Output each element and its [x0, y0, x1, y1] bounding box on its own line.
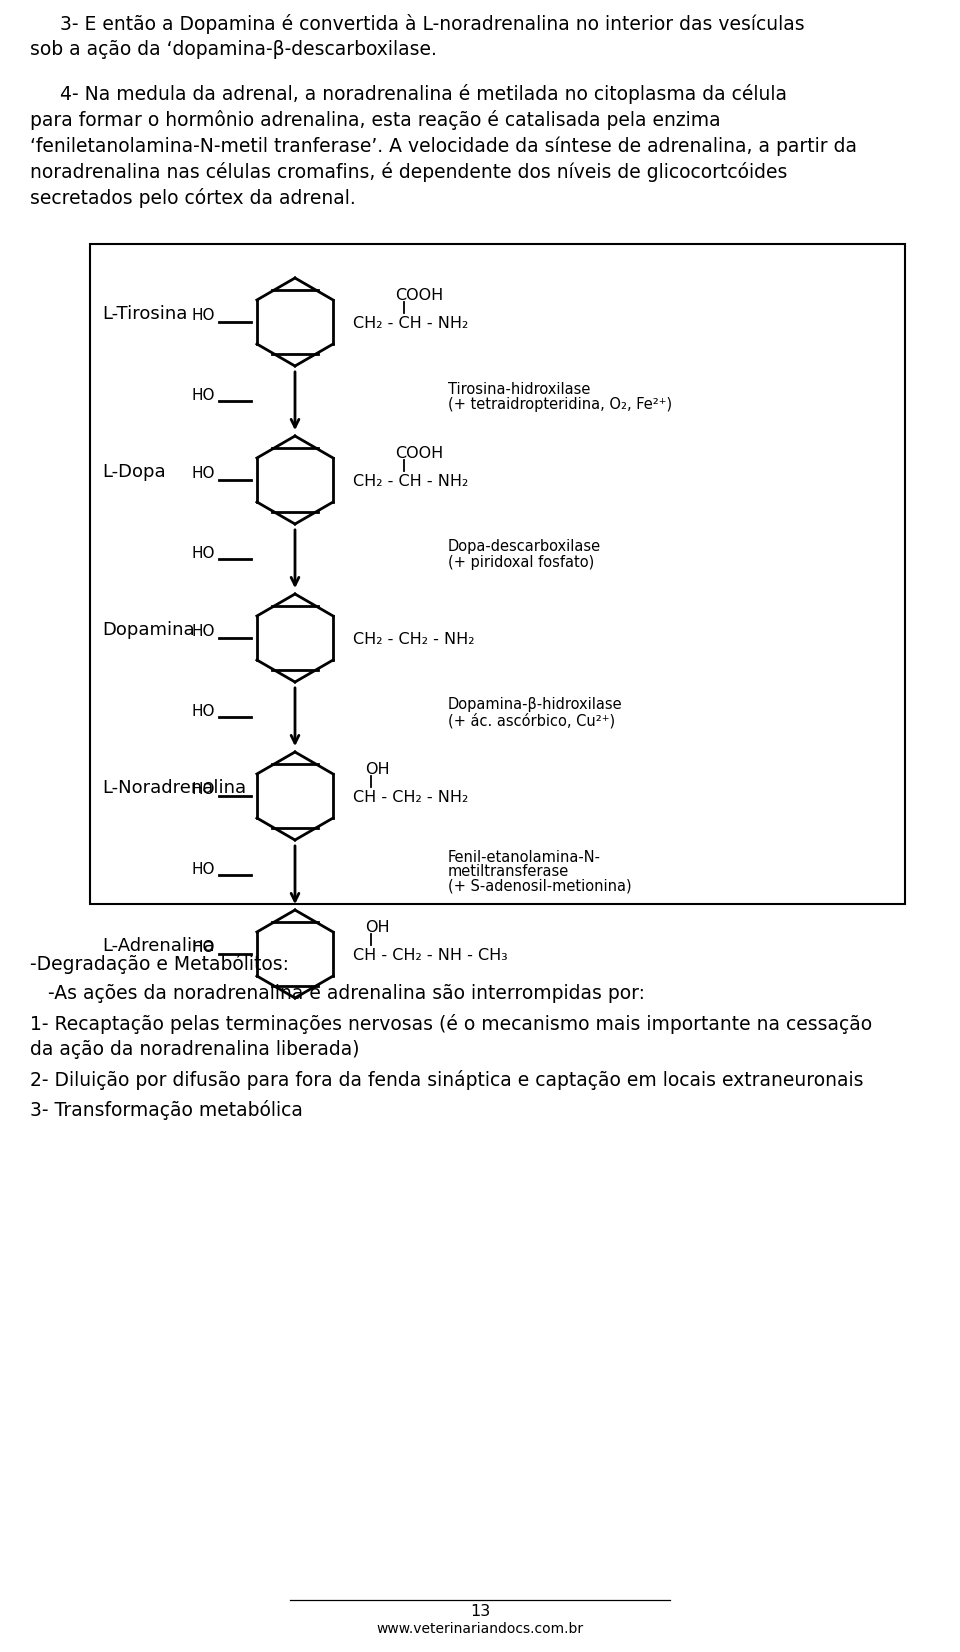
Text: COOH: COOH — [395, 289, 444, 304]
Text: HO: HO — [191, 783, 215, 798]
Text: L-Noradrenalina: L-Noradrenalina — [102, 780, 246, 796]
Text: L-Tirosina: L-Tirosina — [102, 306, 187, 324]
Text: da ação da noradrenalina liberada): da ação da noradrenalina liberada) — [30, 1041, 359, 1059]
Text: HO: HO — [191, 388, 215, 403]
Text: 2- Diluição por difusão para fora da fenda sináptica e captação em locais extran: 2- Diluição por difusão para fora da fen… — [30, 1070, 863, 1090]
Text: HO: HO — [191, 861, 215, 877]
Text: HO: HO — [191, 466, 215, 481]
Text: Dopamina-β-hidroxilase: Dopamina-β-hidroxilase — [448, 697, 623, 712]
Text: L-Dopa: L-Dopa — [102, 463, 166, 481]
Text: HO: HO — [191, 624, 215, 639]
Text: HO: HO — [191, 545, 215, 560]
Text: (+ piridoxal fosfato): (+ piridoxal fosfato) — [448, 555, 594, 570]
Text: 3- E então a Dopamina é convertida à L-noradrenalina no interior das vesículas: 3- E então a Dopamina é convertida à L-n… — [30, 13, 804, 35]
Text: metiltransferase: metiltransferase — [448, 864, 569, 879]
Text: Dopamina: Dopamina — [102, 621, 195, 639]
Text: para formar o hormônio adrenalina, esta reação é catalisada pela enzima: para formar o hormônio adrenalina, esta … — [30, 111, 721, 131]
Text: CH₂ - CH - NH₂: CH₂ - CH - NH₂ — [353, 474, 468, 489]
Text: CH - CH₂ - NH - CH₃: CH - CH₂ - NH - CH₃ — [353, 948, 508, 963]
Bar — [90, 244, 905, 904]
Text: CH - CH₂ - NH₂: CH - CH₂ - NH₂ — [353, 791, 468, 806]
Text: Fenil-etanolamina-N-: Fenil-etanolamina-N- — [448, 849, 601, 864]
Text: 3- Transformação metabólica: 3- Transformação metabólica — [30, 1100, 302, 1120]
Text: HO: HO — [191, 704, 215, 719]
Text: CH₂ - CH - NH₂: CH₂ - CH - NH₂ — [353, 317, 468, 332]
Text: (+ S-adenosil-metionina): (+ S-adenosil-metionina) — [448, 879, 632, 894]
Text: COOH: COOH — [395, 446, 444, 461]
Text: Dopa-descarboxilase: Dopa-descarboxilase — [448, 540, 601, 555]
Text: 13: 13 — [469, 1604, 491, 1619]
Text: L-Adrenalina: L-Adrenalina — [102, 937, 215, 955]
Text: (+ ác. ascórbico, Cu²⁺): (+ ác. ascórbico, Cu²⁺) — [448, 714, 615, 729]
Text: ‘feniletanolamina-N-metil tranferase’. A velocidade da síntese de adrenalina, a : ‘feniletanolamina-N-metil tranferase’. A… — [30, 135, 857, 155]
Text: (+ tetraidropteridina, O₂, Fe²⁺): (+ tetraidropteridina, O₂, Fe²⁺) — [448, 398, 672, 413]
Text: HO: HO — [191, 940, 215, 955]
Text: 1- Recaptação pelas terminações nervosas (é o mecanismo mais importante na cessa: 1- Recaptação pelas terminações nervosas… — [30, 1014, 872, 1034]
Text: HO: HO — [191, 309, 215, 324]
Text: noradrenalina nas células cromafins, é dependente dos níveis de glicocortcóides: noradrenalina nas células cromafins, é d… — [30, 162, 787, 182]
Text: www.veterinariandocs.com.br: www.veterinariandocs.com.br — [376, 1622, 584, 1635]
Text: -Degradação e Metabólitos:: -Degradação e Metabólitos: — [30, 953, 289, 975]
Text: 4- Na medula da adrenal, a noradrenalina é metilada no citoplasma da célula: 4- Na medula da adrenal, a noradrenalina… — [30, 84, 787, 104]
Text: secretados pelo córtex da adrenal.: secretados pelo córtex da adrenal. — [30, 188, 356, 208]
Text: Tirosina-hidroxilase: Tirosina-hidroxilase — [448, 382, 590, 396]
Text: OH: OH — [365, 763, 390, 778]
Text: OH: OH — [365, 920, 390, 935]
Text: -As ações da noradrenalina e adrenalina são interrompidas por:: -As ações da noradrenalina e adrenalina … — [30, 985, 645, 1003]
Text: sob a ação da ‘dopamina-β-descarboxilase.: sob a ação da ‘dopamina-β-descarboxilase… — [30, 40, 437, 59]
Text: CH₂ - CH₂ - NH₂: CH₂ - CH₂ - NH₂ — [353, 633, 474, 648]
